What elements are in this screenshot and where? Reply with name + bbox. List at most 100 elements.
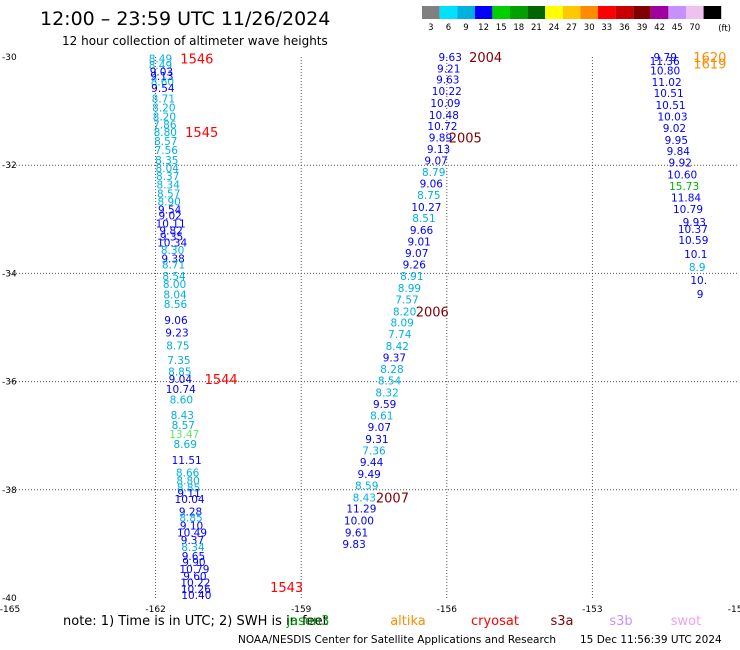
wave-height-point: 8.35 — [155, 155, 178, 167]
wave-height-point: 10.27 — [411, 202, 441, 214]
color-scale-swatch — [633, 6, 651, 19]
wave-height-point: 8.60 — [170, 394, 193, 406]
chart-subtitle: 12 hour collection of altimeter wave hei… — [62, 34, 328, 48]
wave-height-point: 9.44 — [360, 457, 384, 469]
wave-height-point: 8.49 — [149, 54, 172, 66]
wave-height-point: 9.54 — [158, 205, 182, 217]
wave-height-point: 11.84 — [671, 193, 701, 205]
wave-height-point: 11.51 — [172, 455, 202, 467]
wave-height-point: 9 — [697, 289, 704, 301]
wave-height-point: 8.56 — [164, 299, 188, 311]
satellite-legend-entry: jason3 — [286, 614, 330, 629]
wave-height-point: 10.09 — [430, 98, 460, 110]
wave-height-point: 8.9 — [689, 262, 706, 274]
wave-height-point: 9.04 — [169, 374, 193, 386]
satellite-legend-entry: altika — [390, 614, 426, 629]
wave-height-point: 10.51 — [654, 88, 684, 100]
color-scale-swatch — [439, 6, 458, 19]
pass-label: 2006 — [416, 305, 449, 320]
wave-height-point: 8.71 — [152, 94, 175, 106]
wave-height-point: 8.20 — [153, 112, 176, 124]
footer-credit: NOAA/NESDIS Center for Satellite Applica… — [238, 634, 556, 646]
wave-height-point: 7.74 — [388, 329, 412, 341]
wave-height-point: 8.99 — [398, 283, 421, 295]
wave-height-point: 10.04 — [175, 494, 205, 506]
wave-height-point: 8.49 — [149, 60, 172, 72]
color-scale-label: 36 — [619, 23, 630, 33]
wave-height-point: 8.54 — [162, 271, 186, 283]
wave-height-point: 8.79 — [422, 167, 445, 179]
footer-timestamp: 15 Dec 11:56:39 UTC 2024 — [580, 634, 722, 646]
y-tick-label: -38 — [2, 486, 17, 496]
color-scale-swatch — [598, 6, 616, 19]
wave-height-point: 9.92 — [669, 157, 692, 169]
wave-height-point: 8.43 — [353, 492, 376, 504]
wave-height-point: 10.34 — [157, 238, 187, 250]
pass-label: 2004 — [469, 51, 502, 66]
wave-height-point: 10.40 — [181, 590, 211, 602]
color-scale-label: 18 — [513, 23, 524, 33]
pass-label: 1545 — [185, 126, 218, 141]
color-scale-label: 70 — [689, 23, 700, 33]
wave-height-point: 11.29 — [346, 504, 376, 516]
color-scale-swatch — [422, 6, 440, 19]
wave-height-point: 11.02 — [652, 77, 682, 89]
wave-height-point: 8.57 — [157, 188, 180, 200]
pass-label: 2007 — [376, 491, 409, 506]
wave-height-point: 10.48 — [429, 110, 459, 122]
wave-height-point: 9.35 — [160, 232, 183, 244]
y-tick-label: -36 — [2, 378, 17, 388]
satellite-legend-entry: s3b — [609, 614, 632, 629]
x-tick-label: -162 — [145, 605, 165, 615]
wave-height-point: 7.57 — [395, 294, 418, 306]
wave-height-point: 8.85 — [177, 483, 200, 495]
wave-height-point: 10.74 — [166, 384, 196, 396]
wave-height-point: 9.60 — [183, 571, 206, 583]
x-tick-label: -156 — [437, 605, 458, 615]
wave-height-point: 9.54 — [151, 83, 175, 95]
note-text: note: 1) Time is in UTC; 2) SWH is in fe… — [63, 614, 328, 629]
wave-height-point: 8.80 — [176, 476, 199, 488]
color-scale-swatch — [703, 6, 722, 19]
wave-height-point: 9.11 — [177, 488, 200, 500]
color-scale-label: 24 — [549, 23, 560, 33]
wave-height-point: 8.04 — [156, 163, 180, 175]
color-scale-unit: (ft) — [718, 24, 731, 34]
wave-height-point: 9.93 — [683, 217, 706, 229]
wave-height-point: 7.35 — [167, 355, 190, 367]
pass-label: 1620 — [693, 51, 726, 66]
wave-height-point: 8.00 — [163, 279, 186, 291]
x-tick-label: -159 — [291, 605, 312, 615]
wave-height-point: 8.69 — [174, 439, 197, 451]
color-scale-swatch — [474, 6, 493, 19]
wave-height-point: 8.85 — [168, 366, 191, 378]
chart-title: 12:00 – 23:59 UTC 11/26/2024 — [40, 8, 330, 30]
wave-height-point: 9.01 — [407, 236, 430, 248]
wave-height-point: 9.84 — [667, 146, 691, 158]
y-tick-label: -34 — [2, 269, 17, 279]
color-scale-label: 27 — [566, 23, 577, 33]
wave-height-point: 8.57 — [154, 136, 177, 148]
wave-height-point: 9.66 — [410, 225, 434, 237]
wave-height-point: 9.13 — [150, 71, 173, 83]
y-tick-label: -30 — [2, 53, 17, 63]
wave-height-point: 9.37 — [383, 352, 406, 364]
wave-height-point: 9.03 — [150, 67, 173, 79]
wave-height-point: 9.90 — [182, 557, 205, 569]
wave-height-point: 10.79 — [179, 564, 209, 576]
wave-height-point: 9.37 — [181, 535, 204, 547]
wave-height-point: 10.60 — [667, 169, 697, 181]
y-tick-label: -40 — [2, 594, 17, 604]
wave-height-point: 9.21 — [437, 63, 460, 75]
wave-height-point: 8.43 — [171, 410, 194, 422]
satellite-legend-entry: s3a — [550, 614, 573, 629]
wave-height-point: 8.20 — [152, 102, 175, 114]
wave-height-point: 8.90 — [157, 196, 180, 208]
wave-height-point: 8.91 — [400, 271, 423, 283]
wave-height-point: 8.34 — [181, 542, 205, 554]
wave-height-point: 15.73 — [669, 181, 699, 193]
wave-height-point: 8.59 — [355, 480, 378, 492]
wave-height-point: 9.07 — [405, 248, 428, 260]
wave-height-point: 9.83 — [342, 539, 365, 551]
wave-height-point: 7.36 — [362, 445, 386, 457]
